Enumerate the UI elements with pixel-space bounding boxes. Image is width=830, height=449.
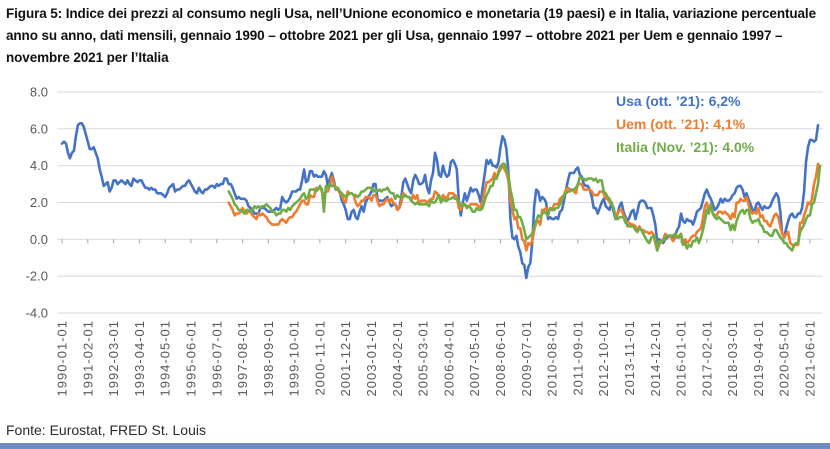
x-axis-tick-label: 2017-02-01: [699, 320, 714, 397]
x-axis-tick-label: 2008-06-01: [493, 320, 508, 397]
x-axis-tick-label: 1994-05-01: [158, 320, 173, 397]
x-axis-tick-label: 2021-06-01: [803, 320, 818, 397]
source-note: Fonte: Eurostat, FRED St. Louis: [6, 422, 206, 438]
series-line-italia: [227, 162, 822, 252]
x-axis-tick-label: 1991-02-01: [80, 320, 95, 397]
y-axis-tick-label: 6.0: [30, 121, 48, 136]
x-axis-tick-label: 1999-10-01: [287, 320, 302, 397]
y-axis-tick-label: 8.0: [30, 85, 48, 100]
x-axis-tick-label: 2010-08-01: [545, 320, 560, 397]
bottom-bar: [0, 443, 830, 449]
x-axis-tick-label: 2003-01-01: [364, 320, 379, 397]
series-line-uem: [227, 162, 820, 252]
x-axis-tick-label: 2014-12-01: [648, 320, 663, 397]
x-axis-tick-label: 2013-11-01: [622, 320, 637, 396]
x-axis-tick-label: 1993-04-01: [132, 320, 147, 397]
y-axis-tick-label: 4.0: [30, 158, 48, 173]
y-axis-tick-label: 2.0: [30, 195, 48, 210]
x-axis-tick-label: 1995-06-01: [184, 320, 199, 397]
x-axis-tick-label: 1992-03-01: [106, 320, 121, 397]
x-axis-tick-label: 1996-07-01: [209, 320, 224, 397]
chart-legend: Usa (ott. ’21): 6,2% Uem (ott. ’21): 4,1…: [616, 90, 754, 159]
y-axis-tick-label: 0.0: [30, 232, 48, 247]
x-axis-tick-label: 2001-12-01: [338, 320, 353, 397]
x-axis-tick-label: 1998-09-01: [261, 320, 276, 397]
legend-usa: Usa (ott. ’21): 6,2%: [616, 93, 741, 109]
legend-uem: Uem (ott. ’21): 4,1%: [616, 116, 746, 132]
legend-italia: Italia (Nov. ’21): 4.0%: [616, 139, 755, 155]
x-axis-tick-label: 2020-05-01: [777, 320, 792, 397]
figure-title: Figura 5: Indice dei prezzi al consumo n…: [6, 6, 816, 65]
x-axis-tick-label: 1990-01-01: [55, 320, 70, 397]
x-axis-tick-label: 1997-08-01: [235, 320, 250, 397]
x-axis-tick-label: 2011-09-01: [570, 320, 585, 396]
x-axis-tick-label: 2012-10-01: [596, 320, 611, 397]
x-axis-tick-label: 2005-03-01: [416, 320, 431, 397]
series-line-usa: [60, 122, 820, 280]
x-axis-tick-label: 2009-07-01: [519, 320, 534, 397]
x-axis-tick-label: 2006-04-01: [441, 320, 456, 397]
x-axis-tick-label: 2000-11-01: [312, 320, 327, 396]
y-axis-tick-label: -4.0: [26, 306, 48, 321]
x-axis-tick-label: 2007-05-01: [467, 320, 482, 397]
x-axis-tick-label: 2016-01-01: [674, 320, 689, 397]
x-axis-tick-label: 2019-04-01: [751, 320, 766, 397]
y-axis-tick-label: -2.0: [26, 269, 48, 284]
x-axis-tick-label: 2018-03-01: [725, 320, 740, 397]
x-axis-tick-label: 2004-02-01: [390, 320, 405, 397]
